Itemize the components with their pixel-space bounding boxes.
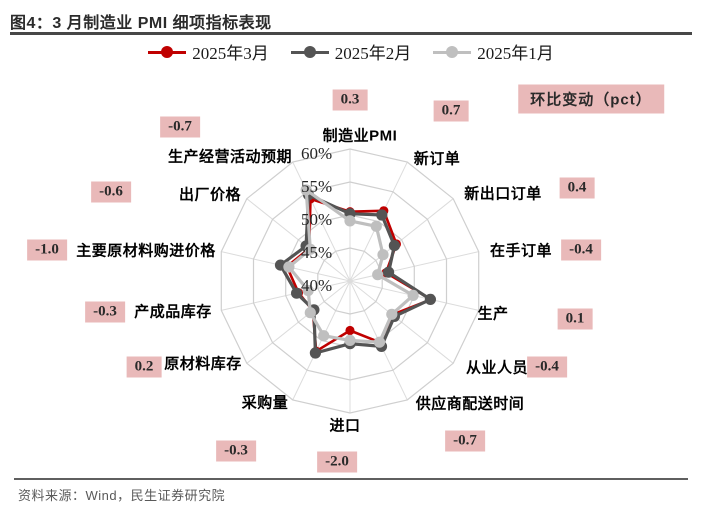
legend-label-february: 2025年2月: [334, 44, 412, 63]
series-1-point-3: [383, 266, 395, 278]
change-badge-6: -0.7: [445, 430, 485, 452]
radial-tick-55%: 55%: [301, 177, 332, 196]
axis-label-0: 制造业PMI: [322, 127, 398, 145]
radial-tick-50%: 50%: [301, 210, 332, 229]
series-2-point-11: [283, 261, 295, 273]
axis-label-11: 主要原材料购进价格: [76, 242, 216, 260]
change-badge-7: -2.0: [317, 451, 357, 473]
legend-marker-january: [433, 45, 472, 58]
radial-tick-45%: 45%: [301, 243, 332, 262]
change-badge-11: -1.0: [27, 239, 67, 261]
series-2-point-13: [300, 184, 312, 196]
axis-label-9: 原材料库存: [164, 355, 242, 373]
axis-label-1: 新订单: [413, 150, 461, 168]
series-2-point-1: [370, 220, 382, 232]
mom-change-header-badge: 环比变动（pct）: [518, 84, 664, 114]
legend-item-february: 2025年2月: [290, 39, 412, 64]
legend-label-march: 2025年3月: [192, 44, 269, 63]
radial-tick-60%: 60%: [301, 144, 332, 163]
axis-label-6: 供应商配送时间: [415, 395, 525, 413]
axis-label-7: 进口: [329, 417, 361, 435]
series-2-point-6: [373, 336, 386, 348]
axis-label-13: 生产经营活动预期: [167, 148, 293, 166]
chart-legend: 2025年3月 2025年2月 2025年1月: [0, 39, 702, 64]
series-2-point-10: [302, 284, 314, 297]
legend-marker-february: [290, 45, 329, 58]
series-2-point-4: [407, 289, 419, 301]
axis-label-5: 从业人员: [465, 359, 529, 377]
radar-ring-60: [220, 148, 480, 414]
change-badge-2: 0.4: [559, 177, 595, 199]
change-badge-8: -0.3: [216, 440, 256, 462]
series-0-point-7: [345, 325, 355, 336]
change-badge-1: 0.7: [433, 100, 469, 122]
axis-label-3: 在手订单: [489, 242, 553, 260]
series-2-point-3: [372, 269, 384, 281]
axis-label-8: 采购量: [241, 394, 289, 412]
change-badge-13: -0.7: [160, 116, 200, 138]
series-2-point-2: [377, 249, 389, 261]
series-2-point-8: [318, 330, 330, 342]
change-badge-3: -0.4: [561, 239, 601, 261]
axis-label-12: 出厂价格: [178, 186, 242, 204]
series-2-point-0: [344, 215, 356, 227]
series-2-point-12: [304, 243, 316, 255]
series-2-point-7: [344, 334, 356, 346]
series-1-point-1: [376, 209, 388, 221]
radar-ring-45: [317, 247, 383, 315]
change-badge-5: -0.4: [527, 356, 567, 378]
change-badge-4: 0.1: [557, 308, 593, 330]
legend-item-march: 2025年3月: [148, 39, 269, 64]
change-badge-0: 0.3: [332, 89, 368, 111]
radar-ring-55: [252, 181, 448, 381]
legend-label-january: 2025年1月: [477, 44, 554, 63]
axis-label-4: 生产: [477, 305, 509, 323]
legend-marker-march: [148, 45, 187, 58]
series-1-point-2: [388, 240, 400, 252]
series-2-point-9: [304, 307, 316, 319]
change-badge-10: -0.3: [85, 301, 125, 323]
legend-item-january: 2025年1月: [433, 39, 554, 64]
series-1-point-10: [291, 287, 303, 299]
change-badge-12: -0.6: [91, 181, 131, 203]
source-divider: [14, 478, 688, 480]
series-2-point-5: [386, 308, 398, 320]
axis-label-2: 新出口订单: [464, 185, 542, 203]
source-note: 资料来源：Wind，民生证券研究院: [18, 488, 226, 503]
title-underline: [10, 32, 692, 35]
change-badge-9: 0.2: [126, 356, 162, 378]
series-1-point-8: [309, 347, 321, 359]
series-1-point-4: [424, 293, 436, 305]
figure-title: 图4：3 月制造业 PMI 细项指标表现: [10, 15, 272, 32]
series-1-point-11: [274, 259, 287, 271]
axis-label-10: 产成品库存: [134, 303, 212, 321]
radial-tick-40%: 40%: [301, 276, 332, 295]
